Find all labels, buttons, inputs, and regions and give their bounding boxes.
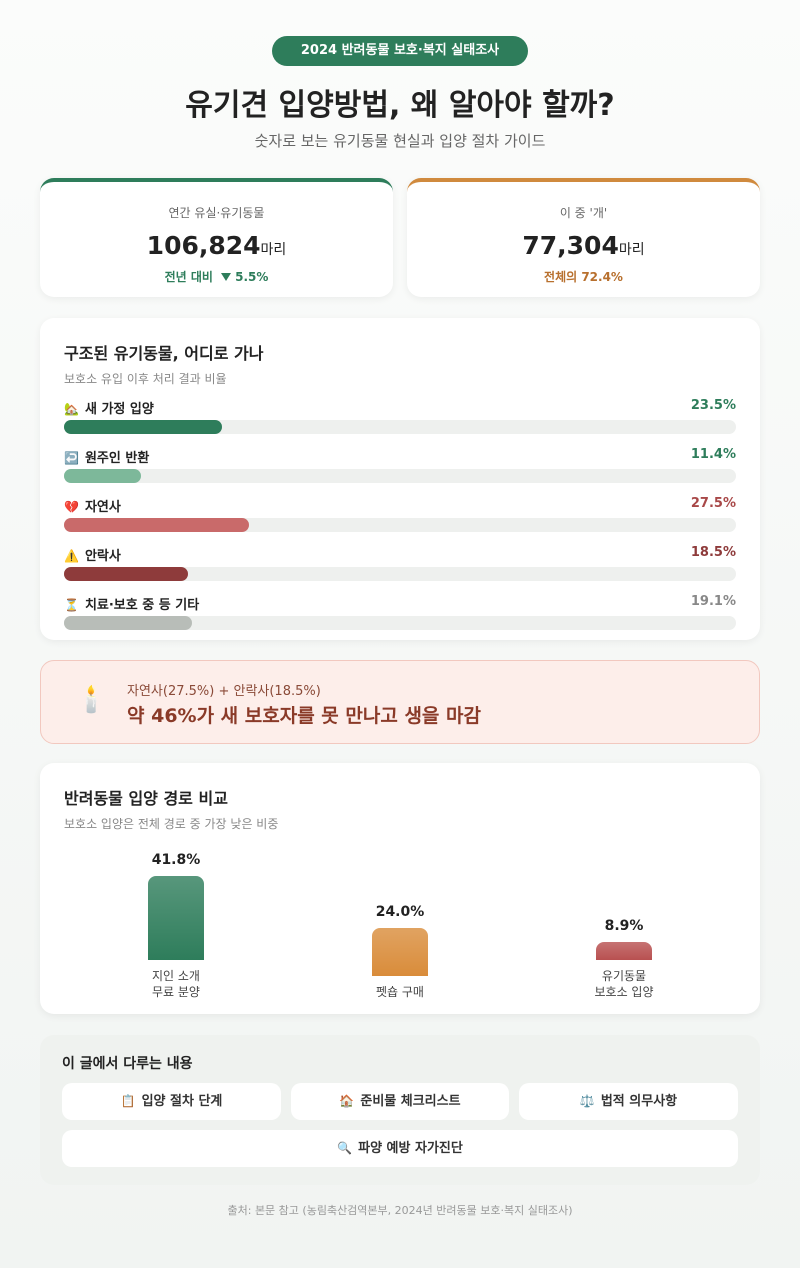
- title: 유기견 입양방법, 왜 알아야 할까?: [185, 88, 615, 123]
- bar: [148, 876, 204, 960]
- category-label: 지인 소개 무료 분양: [152, 969, 200, 999]
- bar-row: ⚠️ 안락사 18.5%: [64, 545, 736, 581]
- contents-title: 이 글에서 다루는 내용: [62, 1056, 193, 1072]
- callout-icon: 🕯️: [75, 685, 108, 715]
- bar: [64, 616, 193, 630]
- bar-track: [64, 469, 736, 483]
- chart-subtitle: 보호소 유입 이후 처리 결과 비율: [64, 372, 227, 386]
- stat-card: 연간 유실·유기동물 106,824마리 전년 대비 5.5%: [40, 178, 393, 297]
- stat-label: 연간 유실·유기동물: [168, 206, 265, 220]
- category-label: 펫숍 구매: [376, 985, 424, 999]
- category-label: 새 가정 입양: [84, 402, 154, 417]
- content-item: 📋 입양 절차 단계: [62, 1083, 281, 1120]
- bar-track: [64, 567, 736, 581]
- bar-label-group: 💔 자연사: [64, 496, 121, 515]
- bar-track: [64, 420, 736, 434]
- bar-row: ⏳ 치료·보호 중 등 기타 19.1%: [64, 594, 736, 630]
- bar: [64, 420, 222, 434]
- bar-label-group: ↩️ 원주인 반환: [64, 447, 150, 466]
- down-arrow: [221, 273, 232, 281]
- item-label: 준비물 체크리스트: [360, 1094, 461, 1109]
- item-label: 법적 의무사항: [600, 1094, 678, 1109]
- bar-row: 🏡 새 가정 입양 23.5%: [64, 398, 736, 434]
- bar-label-group: ⚠️ 안락사: [64, 545, 121, 564]
- callout: 🕯️ 자연사(27.5%) + 안락사(18.5%) 약 46%가 새 보호자를…: [40, 660, 760, 744]
- value-label: 18.5%: [690, 545, 736, 560]
- bar-row: ↩️ 원주인 반환 11.4%: [64, 447, 736, 483]
- content-item: 🏠 준비물 체크리스트: [291, 1083, 509, 1120]
- subtitle: 숫자로 보는 유기동물 현실과 입양 절차 가이드: [254, 132, 546, 150]
- content-item: 🔍 파양 예방 자가진단: [62, 1130, 738, 1167]
- bar-track: [64, 518, 736, 532]
- bar: [64, 567, 189, 581]
- stat-note: 전체의 72.4%: [544, 270, 623, 284]
- bar-head: ↩️ 원주인 반환 11.4%: [64, 447, 736, 466]
- chart-subtitle: 보호소 입양은 전체 경로 중 가장 낮은 비중: [64, 817, 279, 831]
- chart-title: 반려동물 입양 경로 비교: [64, 789, 228, 808]
- stat-unit: 마리: [618, 242, 645, 258]
- stat-label: 이 중 '개': [559, 206, 608, 220]
- bar-icon: 🏡: [64, 402, 79, 416]
- item-icon: ⚖️: [579, 1094, 595, 1108]
- category-label: 유기동물 보호소 입양: [594, 969, 654, 999]
- bar-row: 💔 자연사 27.5%: [64, 496, 736, 532]
- category-label: 치료·보호 중 등 기타: [84, 598, 200, 613]
- hbar-card: 구조된 유기동물, 어디로 가나 보호소 유입 이후 처리 결과 비율 🏡 새 가…: [40, 318, 760, 640]
- stat-change: 5.5%: [235, 270, 269, 284]
- bar: [64, 469, 141, 483]
- bar: [372, 928, 428, 976]
- value-label: 8.9%: [604, 918, 644, 935]
- value-label: 23.5%: [690, 398, 736, 413]
- bar-icon: ⚠️: [64, 549, 79, 563]
- stat-value: 77,304: [522, 231, 619, 260]
- value-label: 24.0%: [375, 904, 425, 920]
- bar-label-group: 🏡 새 가정 입양: [64, 398, 154, 417]
- bar-column: 24.0% 펫숍 구매: [288, 904, 512, 1000]
- bar-head: 🏡 새 가정 입양 23.5%: [64, 398, 736, 417]
- item-label: 입양 절차 단계: [141, 1094, 223, 1109]
- item-icon: 📋: [120, 1094, 136, 1108]
- contents: 이 글에서 다루는 내용 📋 입양 절차 단계 🏠 준비물 체크리스트 ⚖️ 법적 의무사…: [40, 1035, 760, 1185]
- item-label: 파양 예방 자가진단: [358, 1141, 463, 1156]
- stat-card: 이 중 '개' 77,304마리 전체의 72.4%: [407, 178, 760, 297]
- source: 출처: 본문 참고 (농림축산검역본부, 2024년 반려동물 보호·복지 실태…: [227, 1204, 573, 1217]
- bar-column: 41.8% 지인 소개 무료 분양: [64, 852, 288, 1000]
- callout-line2: 약 46%가 새 보호자를 못 만나고 생을 마감: [127, 705, 481, 727]
- badge: 2024 반려동물 보호·복지 실태조사: [272, 36, 528, 66]
- bar-card: 반려동물 입양 경로 비교 보호소 입양은 전체 경로 중 가장 낮은 비중 4…: [40, 763, 760, 1014]
- category-label: 원주인 반환: [84, 451, 150, 466]
- value-label: 11.4%: [690, 447, 736, 462]
- bar-icon: ⏳: [64, 598, 79, 612]
- value-label: 19.1%: [690, 594, 736, 609]
- item-icon: 🏠: [339, 1094, 355, 1108]
- chart-title: 구조된 유기동물, 어디로 가나: [64, 344, 264, 363]
- bar-column: 8.9% 유기동물 보호소 입양: [512, 918, 736, 1000]
- bar-icon: ↩️: [64, 451, 79, 465]
- bar-track: [64, 616, 736, 630]
- callout-line1: 자연사(27.5%) + 안락사(18.5%): [127, 684, 321, 699]
- content-item: ⚖️ 법적 의무사항: [519, 1083, 738, 1120]
- stat-value: 106,824: [146, 231, 261, 260]
- stat-note: 전년 대비: [164, 270, 213, 284]
- bar-icon: 💔: [64, 500, 79, 514]
- value-label: 27.5%: [690, 496, 736, 511]
- bar: [596, 942, 652, 960]
- stat-unit: 마리: [260, 242, 287, 258]
- category-label: 자연사: [84, 500, 121, 515]
- bar-head: ⚠️ 안락사 18.5%: [64, 545, 736, 564]
- bar-label-group: ⏳ 치료·보호 중 등 기타: [64, 594, 200, 613]
- value-label: 41.8%: [151, 852, 201, 869]
- category-label: 안락사: [84, 549, 121, 564]
- bar-head: 💔 자연사 27.5%: [64, 496, 736, 515]
- bar: [64, 518, 249, 532]
- bar-head: ⏳ 치료·보호 중 등 기타 19.1%: [64, 594, 736, 613]
- item-icon: 🔍: [337, 1141, 353, 1155]
